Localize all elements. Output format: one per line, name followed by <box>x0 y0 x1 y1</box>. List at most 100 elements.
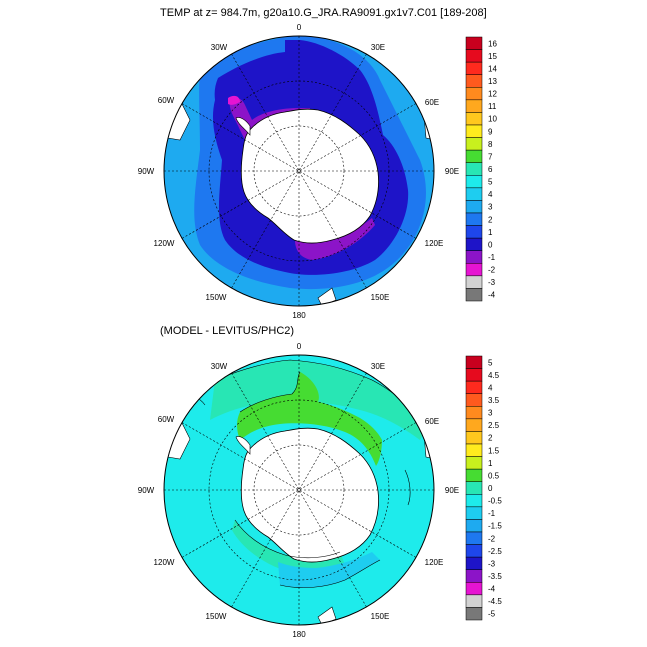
bottom-antarctica-land <box>240 427 379 563</box>
bottom-colorbar-tick-label: -3.5 <box>488 572 502 581</box>
bottom-colorbar-tick-label: -2.5 <box>488 547 502 556</box>
bottom-colorbar-tick-label: 0.5 <box>488 471 500 480</box>
bottom-colorbar-tick-label: 4.5 <box>488 371 500 380</box>
bottom-colorbar-swatch <box>465 582 483 596</box>
top-colorbar-tick-label: -1 <box>488 253 496 262</box>
bottom-lon-label: 90E <box>445 486 459 495</box>
bottom-lon-label: 180 <box>292 630 306 639</box>
top-antarctica-land <box>240 108 379 244</box>
top-longitude-labels: 0 30E 60E 90E 120E 150E 180 150W 120W 90… <box>138 23 459 320</box>
top-colorbar-swatch <box>465 187 483 201</box>
bottom-colorbar-tick-label: -2 <box>488 534 496 543</box>
bottom-colorbar-tick-label: -3 <box>488 559 496 568</box>
bottom-region-level-0.5 <box>237 372 382 466</box>
bottom-colorbar-tick-label: 3 <box>488 409 493 418</box>
top-colorbar-tick-label: 4 <box>488 190 493 199</box>
bottom-colorbar-swatch <box>465 544 483 558</box>
top-colorbar-tick-label: 7 <box>488 152 493 161</box>
bottom-colorbar-tick-label: 1 <box>488 459 493 468</box>
top-colorbar-tick-label: 8 <box>488 140 493 149</box>
top-lon-label: 120E <box>425 239 444 248</box>
top-colorbar-swatch <box>465 87 483 101</box>
top-colorbar-tick-label: 3 <box>488 203 493 212</box>
top-colorbar-swatch <box>465 212 483 226</box>
bottom-colorbar-swatch <box>465 468 483 482</box>
top-lon-label: 120W <box>154 239 175 248</box>
top-peninsula-land <box>235 117 251 136</box>
bottom-colorbar-swatch <box>465 418 483 432</box>
bottom-colorbar-swatch <box>465 380 483 394</box>
top-map <box>163 35 435 307</box>
top-colorbar-tick-label: 12 <box>488 90 497 99</box>
bottom-lon-label: 120E <box>425 558 444 567</box>
bottom-colorbar-swatch <box>465 368 483 382</box>
top-lon-label: 180 <box>292 311 306 320</box>
bottom-colorbar-swatch <box>465 607 483 621</box>
top-colorbar-swatch <box>465 124 483 138</box>
top-colorbar-tick-label: 10 <box>488 115 497 124</box>
top-colorbar-swatch <box>465 275 483 289</box>
bottom-colorbar-swatch <box>465 594 483 608</box>
bottom-lon-label: 30W <box>211 362 228 371</box>
top-colorbar-swatch <box>465 237 483 251</box>
bottom-colorbar-tick-label: 2 <box>488 434 493 443</box>
bottom-colorbar-tick-label: -4 <box>488 585 496 594</box>
top-colorbar-tick-label: 1 <box>488 228 493 237</box>
bottom-colorbar-swatch <box>465 393 483 407</box>
top-graticule <box>164 36 434 306</box>
top-colorbar-swatch <box>465 225 483 239</box>
top-colorbar-swatch <box>465 49 483 63</box>
bottom-colorbar-tick-label: 2.5 <box>488 421 500 430</box>
bottom-lon-label: 150W <box>206 612 227 621</box>
top-colorbar-tick-label: 13 <box>488 77 497 86</box>
top-colorbar-swatch <box>465 162 483 176</box>
top-title: TEMP at z= 984.7m, g20a10.G_JRA.RA9091.g… <box>160 7 487 19</box>
bottom-lon-label: 60E <box>425 417 439 426</box>
top-colorbar-swatch <box>465 112 483 126</box>
bottom-colorbar-swatch <box>465 519 483 533</box>
bottom-colorbar-swatch <box>465 531 483 545</box>
bottom-map <box>163 354 435 626</box>
bottom-colorbar-swatch <box>465 556 483 570</box>
top-colorbar-swatch <box>465 250 483 264</box>
top-colorbar-swatch <box>465 99 483 113</box>
top-lon-label: 30W <box>211 43 228 52</box>
top-region-level-neg2 <box>228 95 240 105</box>
bottom-colorbar-tick-label: 0 <box>488 484 493 493</box>
top-nz-land <box>317 287 337 306</box>
top-colorbar-tick-label: 16 <box>488 39 497 48</box>
top-colorbar-swatch <box>465 288 483 302</box>
bottom-colorbar-swatch <box>465 406 483 420</box>
top-map-border <box>163 35 435 307</box>
top-lon-label: 60W <box>158 96 175 105</box>
bottom-colorbar-tick-label: -4.5 <box>488 597 502 606</box>
top-colorbar-tick-label: 6 <box>488 165 493 174</box>
top-colorbar-tick-label: 11 <box>488 102 497 111</box>
top-colorbar-tick-label: 2 <box>488 215 493 224</box>
bottom-colorbar-swatch <box>465 355 483 369</box>
top-colorbar-tick-label: 14 <box>488 64 497 73</box>
bottom-nz-land <box>317 606 337 625</box>
top-colorbar-tick-label: -4 <box>488 291 496 300</box>
bottom-lon-label: 60W <box>158 415 175 424</box>
top-colorbar-swatch <box>465 263 483 277</box>
top-colorbar-swatch <box>465 200 483 214</box>
top-colorbar-tick-label: 15 <box>488 52 497 61</box>
bottom-colorbar-swatch <box>465 569 483 583</box>
top-colorbar-tick-label: 5 <box>488 178 493 187</box>
bottom-colorbar-swatch <box>465 431 483 445</box>
bottom-colorbar-tick-label: -1 <box>488 509 496 518</box>
top-lon-label: 0 <box>297 23 302 32</box>
bottom-colorbar-swatch <box>465 443 483 457</box>
top-colorbar-tick-label: 9 <box>488 127 493 136</box>
bottom-colorbar-tick-label: -0.5 <box>488 497 502 506</box>
top-lon-label: 90W <box>138 167 155 176</box>
bottom-colorbar-tick-label: 5 <box>488 358 493 367</box>
bottom-title: (MODEL - LEVITUS/PHC2) <box>160 325 294 337</box>
top-colorbar-swatch <box>465 61 483 75</box>
bottom-colorbar-swatch <box>465 481 483 495</box>
bottom-colorbar-swatch <box>465 494 483 508</box>
bottom-longitude-labels: 0 30E 60E 90E 120E 150E 180 150W 120W 90… <box>138 342 459 639</box>
bottom-colorbar-tick-label: -5 <box>488 610 496 619</box>
